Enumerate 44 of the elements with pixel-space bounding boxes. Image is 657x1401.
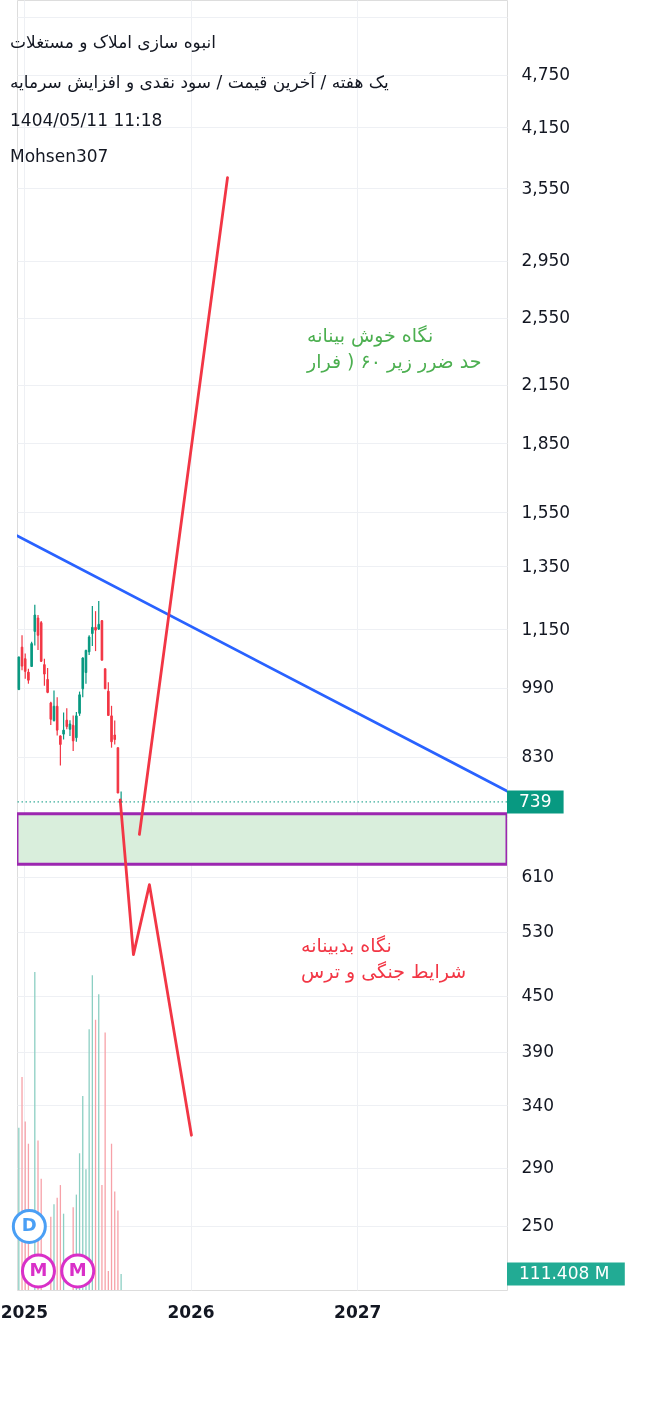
annotation: M [29,1258,48,1280]
y-tick-label: 530 [521,921,554,942]
candlestick [62,711,65,741]
candlestick [55,696,59,737]
x-tick-label: 2026 [167,1301,215,1322]
ref-line-label: 739 [519,790,552,811]
annotation: Mohsen307 [10,146,109,166]
y-tick-label: 390 [521,1041,554,1062]
annotation: D [21,1214,37,1236]
y-tick-label: 290 [521,1157,554,1178]
y-tick-label: 4,150 [521,116,571,137]
x-tick-label: 2027 [334,1301,382,1322]
candlestick [94,610,97,652]
line-series [118,798,193,1137]
y-tick-label: 1,150 [521,618,571,639]
y-tick-label: 2,150 [521,374,571,395]
y-tick-label: 830 [521,746,554,767]
candlestick [68,719,72,737]
y-tick-label: 2,550 [521,307,571,328]
y-tick-label: 1,550 [521,501,571,522]
candlestick [113,719,117,746]
y-tick-label: 450 [521,985,554,1006]
y-tick-label: 2,950 [521,250,571,271]
annotation: نگاه بدبینانه شرایط جنگی و ترس [301,934,467,983]
candlestick [65,707,69,730]
y-tick-label: 990 [521,677,554,698]
y-tick-label: 250 [521,1215,554,1236]
x-tick-label: 2025 [0,1301,49,1322]
annotation: M [68,1258,87,1280]
candlestick [59,734,62,767]
text: انبوه سازی املاک و مستغلات [10,32,216,52]
candlestick [103,668,107,690]
y-tick-label: 1,350 [521,555,571,576]
annotation: 1404/05/11 11:18 [10,110,163,130]
text: یک هفته / آخرین قیمت / سود نقدی و افزایش سرمایه [10,71,390,92]
y-tick-label: 340 [521,1094,554,1115]
annotation: نگاه خوش بینانه حد ضرر زیر ۶۰ ( فرار [306,324,482,373]
candlestick [97,600,101,631]
y-tick-label: 4,750 [521,64,571,85]
candlestick [71,714,75,752]
y-tick-label: 3,550 [521,178,571,198]
y-tick-label: 610 [521,866,554,887]
y-tick-label: 1,850 [521,432,571,453]
text: 111.408 M [519,1263,610,1283]
